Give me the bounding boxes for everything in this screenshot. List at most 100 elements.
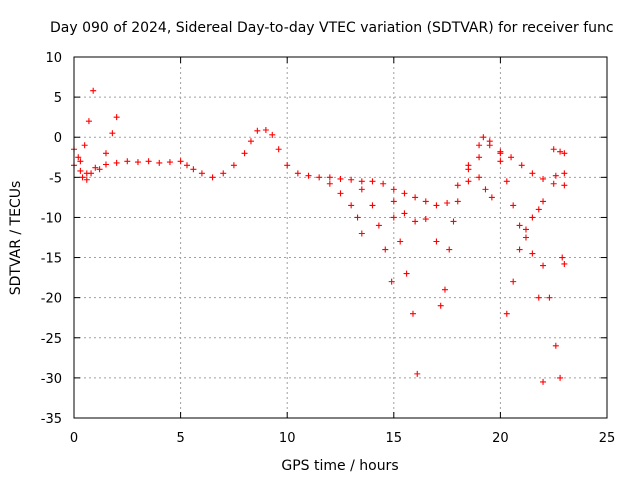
data-point-segment-22-23 xyxy=(518,162,525,169)
data-point-main-trace xyxy=(220,170,227,177)
data-point-early-lower xyxy=(83,176,90,183)
data-point-right-rise xyxy=(465,166,472,173)
data-point-main-trace xyxy=(284,162,291,169)
data-point-segment-20-21 xyxy=(540,378,547,385)
data-point-valley-17 xyxy=(437,302,444,309)
x-tick-label: 15 xyxy=(386,431,403,446)
data-point-segment-20-21 xyxy=(529,250,536,257)
data-point-main-trace xyxy=(230,162,237,169)
data-point-main-trace xyxy=(401,190,408,197)
data-point-main-trace xyxy=(156,159,163,166)
data-point-right-rise xyxy=(482,186,489,193)
data-point-valley-17 xyxy=(422,216,429,223)
data-point-upper-branch xyxy=(90,87,97,94)
y-tick-label: -10 xyxy=(41,211,62,226)
data-point-early-lower xyxy=(88,170,95,177)
data-point-segment-22-23 xyxy=(550,180,557,187)
data-point-main-trace xyxy=(92,164,99,171)
data-point-valley-17 xyxy=(454,198,461,205)
data-point-segment-22-23 xyxy=(508,154,515,161)
y-tick-label: 10 xyxy=(45,51,62,66)
data-point-dip-13 xyxy=(326,180,333,187)
data-point-right-rise xyxy=(488,194,495,201)
y-tick-label: -35 xyxy=(41,412,62,427)
data-point-main-trace xyxy=(476,142,483,149)
y-tick-label: -25 xyxy=(41,332,62,347)
data-point-segment-22-23 xyxy=(552,342,559,349)
data-point-main-trace xyxy=(422,198,429,205)
data-point-tail-right xyxy=(559,254,566,261)
data-point-valley-17 xyxy=(465,178,472,185)
data-point-upper-branch xyxy=(113,114,120,121)
data-point-segment-21-22 xyxy=(529,214,536,221)
data-point-segment-20-21 xyxy=(497,158,504,165)
data-point-main-trace xyxy=(102,161,109,168)
data-point-valley-17 xyxy=(412,218,419,225)
y-tick-label: -30 xyxy=(41,372,62,387)
y-tick-label: -20 xyxy=(41,292,62,307)
data-point-valley-17 xyxy=(476,154,483,161)
chart-title: Day 090 of 2024, Sidereal Day-to-day VTE… xyxy=(50,20,614,36)
data-point-dip-15 xyxy=(388,278,395,285)
data-point-right-rise xyxy=(476,174,483,181)
data-point-dip-15 xyxy=(358,186,365,193)
data-point-dip-15 xyxy=(382,246,389,253)
data-point-tail-right xyxy=(561,170,568,177)
data-point-upper-branch xyxy=(109,130,116,137)
x-tick-label: 25 xyxy=(599,431,616,446)
data-point-main-trace xyxy=(247,138,254,145)
data-point-segment-22-23 xyxy=(561,182,568,189)
data-point-early-lower xyxy=(75,154,82,161)
data-point-tail-right xyxy=(561,150,568,157)
x-tick-label: 10 xyxy=(279,431,296,446)
data-point-valley-17 xyxy=(486,142,493,149)
data-point-dip-13 xyxy=(354,214,361,221)
data-point-tail-right xyxy=(557,148,564,155)
plot-frame xyxy=(73,56,608,419)
data-point-main-trace xyxy=(412,194,419,201)
data-point-segment-22-23 xyxy=(529,170,536,177)
data-point-dip-16 xyxy=(403,270,410,277)
data-point-main-trace xyxy=(77,167,84,174)
data-point-upper-branch xyxy=(102,150,109,157)
x-axis-label: GPS time / hours xyxy=(281,458,398,474)
data-point-dip-16 xyxy=(409,310,416,317)
data-point-valley-17 xyxy=(433,238,440,245)
data-point-main-trace xyxy=(177,158,184,165)
data-point-early-lower xyxy=(79,174,86,181)
y-tick-label: 5 xyxy=(54,91,62,106)
y-axis-label: SDTVAR / TECUs xyxy=(8,181,24,296)
data-point-valley-17 xyxy=(390,198,397,205)
data-point-dip-15 xyxy=(369,202,376,209)
data-point-tail-right xyxy=(552,172,559,179)
data-point-main-trace xyxy=(275,146,282,153)
data-point-main-trace xyxy=(454,182,461,189)
data-point-dip-13 xyxy=(348,202,355,209)
data-point-segment-22-23 xyxy=(540,262,547,269)
data-point-main-trace xyxy=(358,178,365,185)
data-point-upper-branch xyxy=(77,158,84,165)
data-point-dip-13 xyxy=(358,230,365,237)
data-point-segment-20-21 xyxy=(503,178,510,185)
data-point-tail-right xyxy=(550,146,557,153)
data-point-main-trace xyxy=(166,159,173,166)
data-point-main-trace xyxy=(337,175,344,182)
data-point-main-trace xyxy=(294,170,301,177)
data-point-main-trace xyxy=(444,200,451,207)
data-point-segment-20-21 xyxy=(535,294,542,301)
data-point-main-trace xyxy=(183,162,190,169)
data-point-main-trace xyxy=(326,174,333,181)
data-marks xyxy=(71,87,568,385)
data-point-valley-17 xyxy=(401,210,408,217)
data-point-main-trace xyxy=(390,186,397,193)
data-point-valley-17 xyxy=(497,150,504,157)
data-point-segment-22-23 xyxy=(546,294,553,301)
data-point-upper-branch xyxy=(96,166,103,173)
data-point-main-trace xyxy=(316,174,323,181)
x-tick-label: 0 xyxy=(70,431,78,446)
data-point-segment-21-22 xyxy=(503,310,510,317)
data-point-dip-15 xyxy=(375,222,382,229)
data-point-dip-16 xyxy=(414,370,421,377)
data-point-dip-13 xyxy=(337,190,344,197)
